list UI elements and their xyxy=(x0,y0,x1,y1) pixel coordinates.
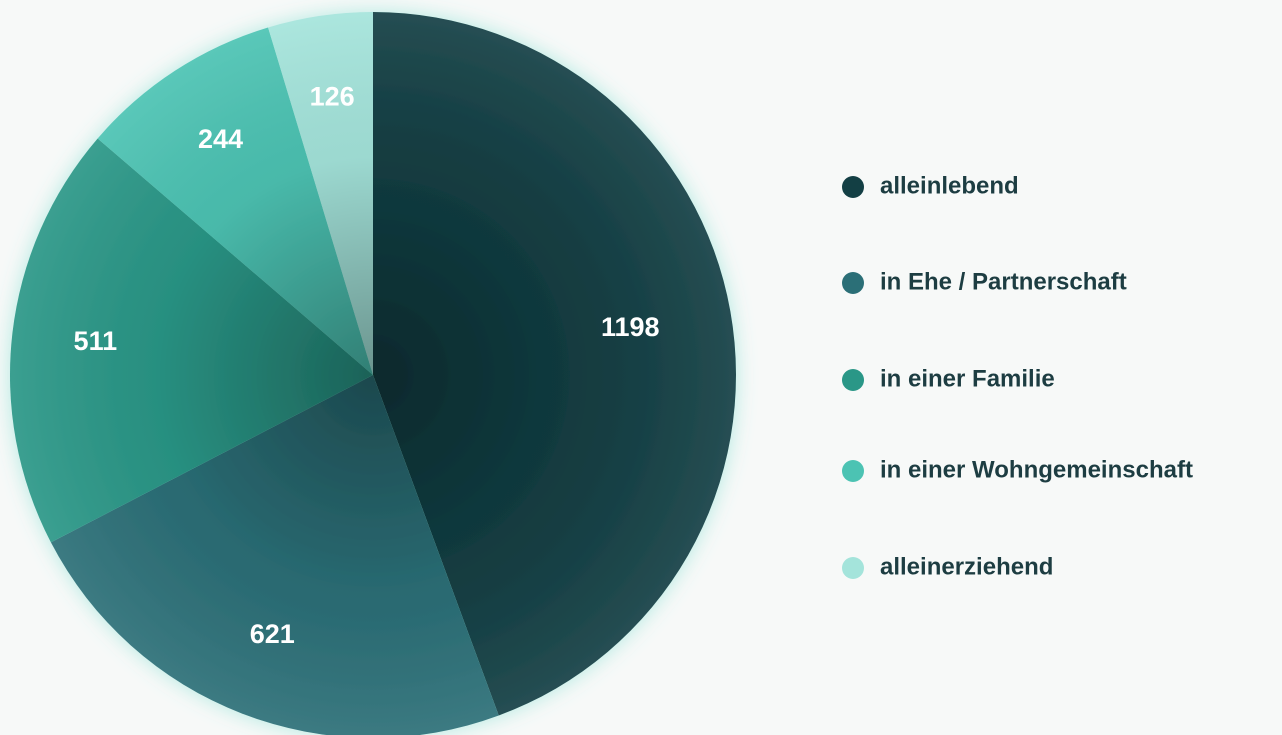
legend-swatch xyxy=(842,369,864,391)
legend-label: alleinlebend xyxy=(880,172,1019,199)
labels: 1198 621 511 244 126 xyxy=(74,82,660,649)
data-label: 511 xyxy=(74,326,118,356)
pie xyxy=(9,11,737,735)
legend: alleinlebend in Ehe / Partnerschaft in ein… xyxy=(842,172,1193,580)
data-label: 244 xyxy=(198,124,243,154)
legend-label: in einer Familie xyxy=(880,365,1055,392)
legend-swatch xyxy=(842,557,864,579)
data-label: 126 xyxy=(310,82,355,112)
legend-swatch xyxy=(842,272,864,294)
legend-label: in Ehe / Partnerschaft xyxy=(880,268,1127,295)
data-label: 621 xyxy=(250,619,295,649)
legend-label: alleinerziehend xyxy=(880,553,1053,580)
legend-swatch xyxy=(842,460,864,482)
legend-label: in einer Wohngemeinschaft xyxy=(880,456,1193,483)
data-label: 1198 xyxy=(601,312,660,342)
legend-swatch xyxy=(842,176,864,198)
